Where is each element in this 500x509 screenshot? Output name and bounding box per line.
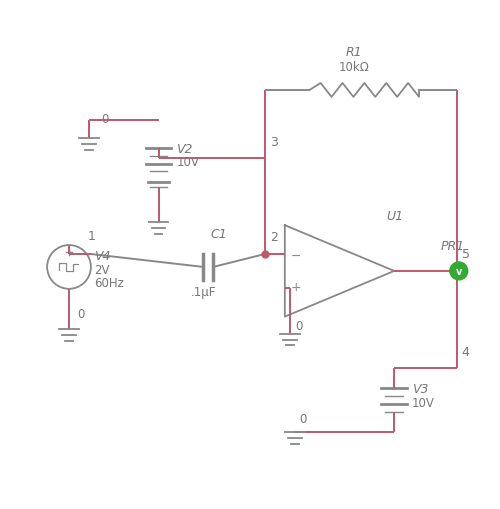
Text: −: − [290,249,301,262]
Text: 5: 5 [462,247,470,261]
Text: 2V: 2V [94,263,110,276]
Text: 0: 0 [77,307,84,320]
Text: 60Hz: 60Hz [94,276,124,289]
Text: V3: V3 [412,382,428,395]
Text: 4: 4 [462,346,469,359]
Text: 0: 0 [300,412,307,425]
Text: +: + [290,281,301,294]
Text: PR1: PR1 [441,240,465,252]
Text: 10kΩ: 10kΩ [339,61,370,74]
Text: C1: C1 [210,228,227,241]
Text: 2: 2 [270,231,278,244]
Text: 10V: 10V [176,156,200,169]
Text: U1: U1 [386,210,404,223]
Circle shape [450,263,468,280]
Text: V2: V2 [176,143,193,155]
Text: v: v [456,266,462,276]
Text: V4: V4 [94,249,110,263]
Text: 10V: 10V [412,397,435,409]
Text: .1μF: .1μF [190,285,216,298]
Text: 0: 0 [296,319,303,332]
Text: R1: R1 [346,46,362,59]
Text: 0: 0 [101,112,108,126]
Text: 1: 1 [88,230,96,243]
Text: 3: 3 [270,135,278,148]
